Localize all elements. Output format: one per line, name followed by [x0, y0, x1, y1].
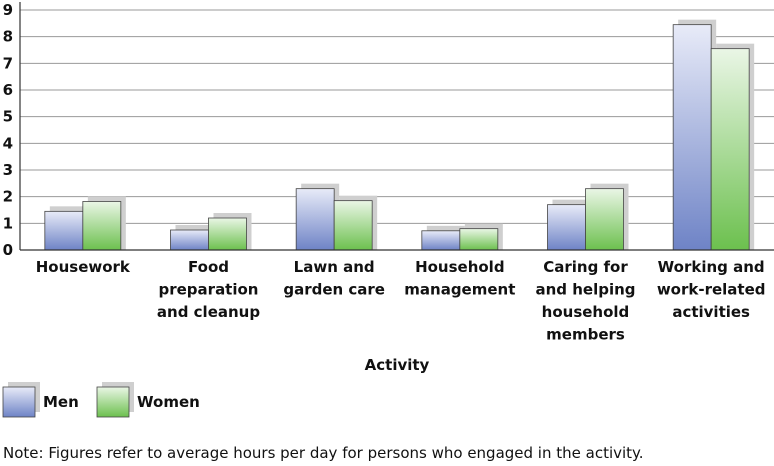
bars — [44, 19, 755, 251]
legend-swatch-men — [2, 386, 36, 418]
women-bar — [710, 48, 750, 251]
x-tick-label-line: members — [546, 326, 625, 344]
y-tick-label: 2 — [3, 188, 13, 206]
x-tick-label-line: activities — [672, 303, 750, 321]
y-tick-label: 7 — [3, 54, 13, 72]
men-bar — [672, 24, 712, 251]
legend-swatch-women — [96, 386, 130, 418]
women-bar — [459, 228, 499, 251]
men-bar — [547, 204, 586, 251]
x-tick-label-line: Caring for — [543, 258, 628, 276]
labels: Housework Food preparation and cleanup Lawn … — [36, 258, 766, 344]
y-tick-label: 1 — [3, 214, 13, 232]
men-bar — [44, 210, 84, 251]
y-tick-label: 5 — [3, 108, 13, 126]
x-tick-label-line: Food — [188, 258, 229, 276]
legend-label-women: Women — [137, 393, 200, 411]
men-bar — [170, 229, 209, 251]
legend: Men Women — [2, 382, 200, 418]
x-tick-label-line: Lawn and — [294, 258, 375, 276]
bar-chart: 0 1 2 3 4 5 6 7 8 9 Housework Food preparation and c… — [2, 1, 774, 418]
x-tick-label-line: management — [404, 281, 515, 299]
women-bar — [208, 217, 247, 251]
women-bar — [585, 188, 624, 251]
x-axis-title: Activity — [365, 356, 430, 374]
x-tick-label-line: and cleanup — [157, 303, 260, 321]
x-tick-label-line: Working and — [658, 258, 765, 276]
x-tick-label-line: work-related — [657, 281, 766, 299]
x-tick-label: Household management — [404, 258, 515, 299]
y-tick-label: 8 — [3, 28, 13, 46]
footnote: Note: Figures refer to average hours per… — [3, 444, 644, 462]
x-tick-label: Caring for and helping household members — [535, 258, 635, 344]
x-tick-label-line: garden care — [283, 281, 385, 299]
x-tick-label: Working and work-related activities — [657, 258, 766, 321]
women-bar — [333, 200, 373, 251]
x-tick-label: Housework — [36, 258, 131, 276]
men-bar — [421, 230, 461, 251]
women-bar — [82, 201, 122, 251]
men-bar — [295, 188, 335, 251]
x-tick-label: Food preparation and cleanup — [157, 258, 260, 321]
x-tick-label-line: Household — [415, 258, 505, 276]
axes: 0 1 2 3 4 5 6 7 8 9 — [3, 1, 774, 259]
x-tick-label-line: preparation — [159, 281, 259, 299]
y-tick-label: 0 — [3, 241, 13, 259]
y-tick-label: 4 — [3, 134, 13, 152]
legend-label-men: Men — [43, 393, 79, 411]
y-tick-label: 9 — [3, 1, 13, 19]
y-tick-label: 3 — [3, 161, 13, 179]
x-tick-label: Lawn and garden care — [283, 258, 385, 299]
y-tick-label: 6 — [3, 81, 13, 99]
gridlines — [20, 9, 774, 224]
x-tick-label-line: and helping — [535, 281, 635, 299]
x-tick-label-line: household — [542, 303, 630, 321]
x-tick-label-line: Housework — [36, 258, 131, 276]
